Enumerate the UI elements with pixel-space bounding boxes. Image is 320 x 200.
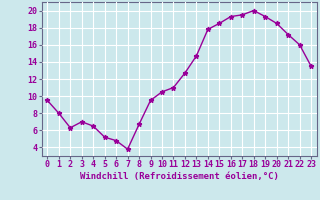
X-axis label: Windchill (Refroidissement éolien,°C): Windchill (Refroidissement éolien,°C) xyxy=(80,172,279,181)
